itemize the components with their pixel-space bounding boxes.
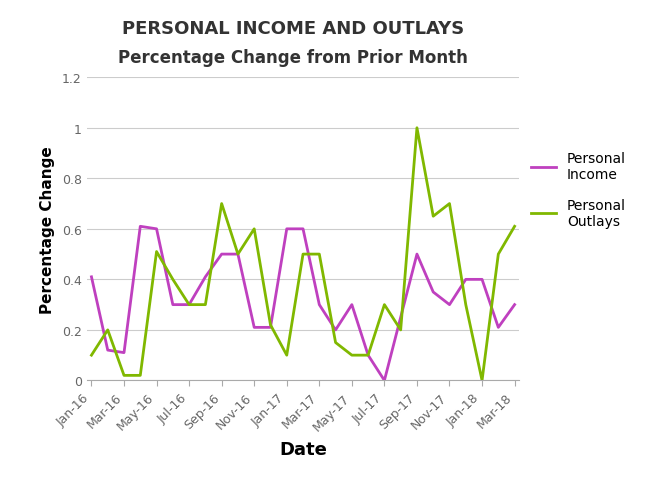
Personal
Income [87, 274, 95, 280]
Line: Personal
Outlays: Personal Outlays [91, 128, 515, 381]
Personal
Outlays [413, 125, 421, 131]
Personal
Outlays [87, 352, 95, 358]
Personal
Outlays [201, 302, 209, 308]
Personal
Income [201, 274, 209, 280]
Text: Percentage Change from Prior Month: Percentage Change from Prior Month [118, 49, 468, 67]
Personal
Income [104, 347, 112, 353]
Personal
Income [169, 302, 177, 308]
Personal
Outlays [120, 373, 128, 379]
Personal
Income [494, 325, 502, 331]
X-axis label: Date: Date [279, 440, 327, 458]
Personal
Income [266, 325, 274, 331]
Personal
Income [283, 226, 291, 232]
Personal
Outlays [380, 302, 388, 308]
Personal
Outlays [137, 373, 145, 379]
Personal
Outlays [315, 252, 323, 258]
Personal
Outlays [153, 249, 161, 255]
Personal
Income [218, 252, 226, 258]
Personal
Income [446, 302, 454, 308]
Personal
Income [153, 226, 161, 232]
Personal
Outlays [250, 226, 258, 232]
Personal
Income [137, 224, 145, 230]
Personal
Income [397, 315, 405, 321]
Personal
Income [250, 325, 258, 331]
Personal
Outlays [234, 252, 242, 258]
Personal
Income [185, 302, 193, 308]
Personal
Income [332, 327, 340, 333]
Personal
Outlays [169, 277, 177, 283]
Line: Personal
Income: Personal Income [91, 227, 515, 381]
Personal
Outlays [266, 322, 274, 328]
Personal
Income [234, 252, 242, 258]
Personal
Outlays [348, 352, 356, 358]
Personal
Income [315, 302, 323, 308]
Personal
Income [364, 352, 372, 358]
Personal
Outlays [283, 352, 291, 358]
Personal
Outlays [494, 252, 502, 258]
Personal
Outlays [478, 378, 486, 384]
Personal
Income [429, 289, 437, 295]
Legend: Personal
Income, Personal
Outlays: Personal Income, Personal Outlays [531, 152, 626, 228]
Personal
Income [413, 252, 421, 258]
Personal
Income [511, 302, 519, 308]
Personal
Outlays [397, 327, 405, 333]
Personal
Income [478, 277, 486, 283]
Personal
Outlays [299, 252, 307, 258]
Personal
Income [348, 302, 356, 308]
Personal
Outlays [104, 327, 112, 333]
Personal
Outlays [446, 201, 454, 207]
Personal
Outlays [511, 224, 519, 230]
Personal
Income [120, 350, 128, 356]
Personal
Income [462, 277, 470, 283]
Y-axis label: Percentage Change: Percentage Change [40, 145, 55, 313]
Text: PERSONAL INCOME AND OUTLAYS: PERSONAL INCOME AND OUTLAYS [122, 20, 464, 38]
Personal
Income [299, 226, 307, 232]
Personal
Outlays [429, 214, 437, 220]
Personal
Outlays [185, 302, 193, 308]
Personal
Income [380, 378, 388, 384]
Personal
Outlays [218, 201, 226, 207]
Personal
Outlays [462, 302, 470, 308]
Personal
Outlays [364, 352, 372, 358]
Personal
Outlays [332, 340, 340, 346]
